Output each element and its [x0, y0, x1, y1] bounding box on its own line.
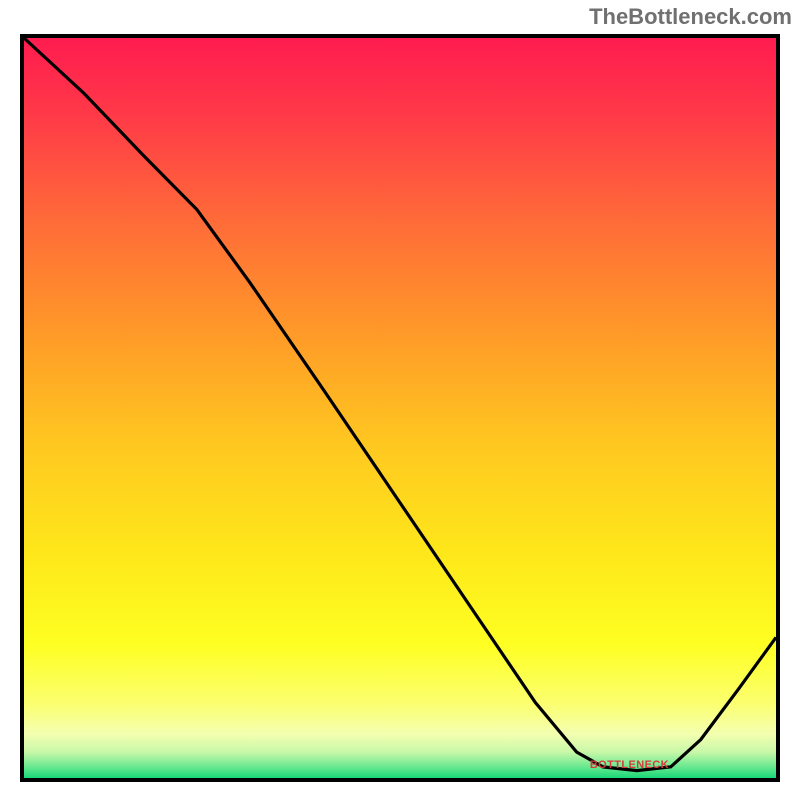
- bottleneck-curve: [24, 38, 776, 778]
- chart-container: TheBottleneck.com BOTTLENECK: [0, 0, 800, 800]
- plot-area: BOTTLENECK: [20, 34, 780, 782]
- bottleneck-label: BOTTLENECK: [590, 759, 669, 771]
- watermark-text: TheBottleneck.com: [589, 4, 792, 30]
- curve-path: [24, 38, 776, 771]
